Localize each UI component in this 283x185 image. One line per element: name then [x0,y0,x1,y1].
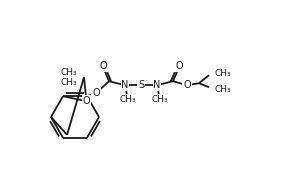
Text: CH₃: CH₃ [60,78,77,87]
Text: O: O [92,88,100,98]
Text: O: O [183,80,191,90]
Text: S: S [138,80,144,90]
Text: CH₃: CH₃ [152,95,168,104]
Text: CH₃: CH₃ [120,95,136,104]
Text: N: N [153,80,161,90]
Text: CH₃: CH₃ [60,68,77,77]
Text: CH₃: CH₃ [215,85,231,94]
Text: O: O [83,96,90,106]
Text: O: O [175,61,183,71]
Text: N: N [121,80,129,90]
Text: O: O [99,61,107,71]
Text: CH₃: CH₃ [215,69,231,78]
